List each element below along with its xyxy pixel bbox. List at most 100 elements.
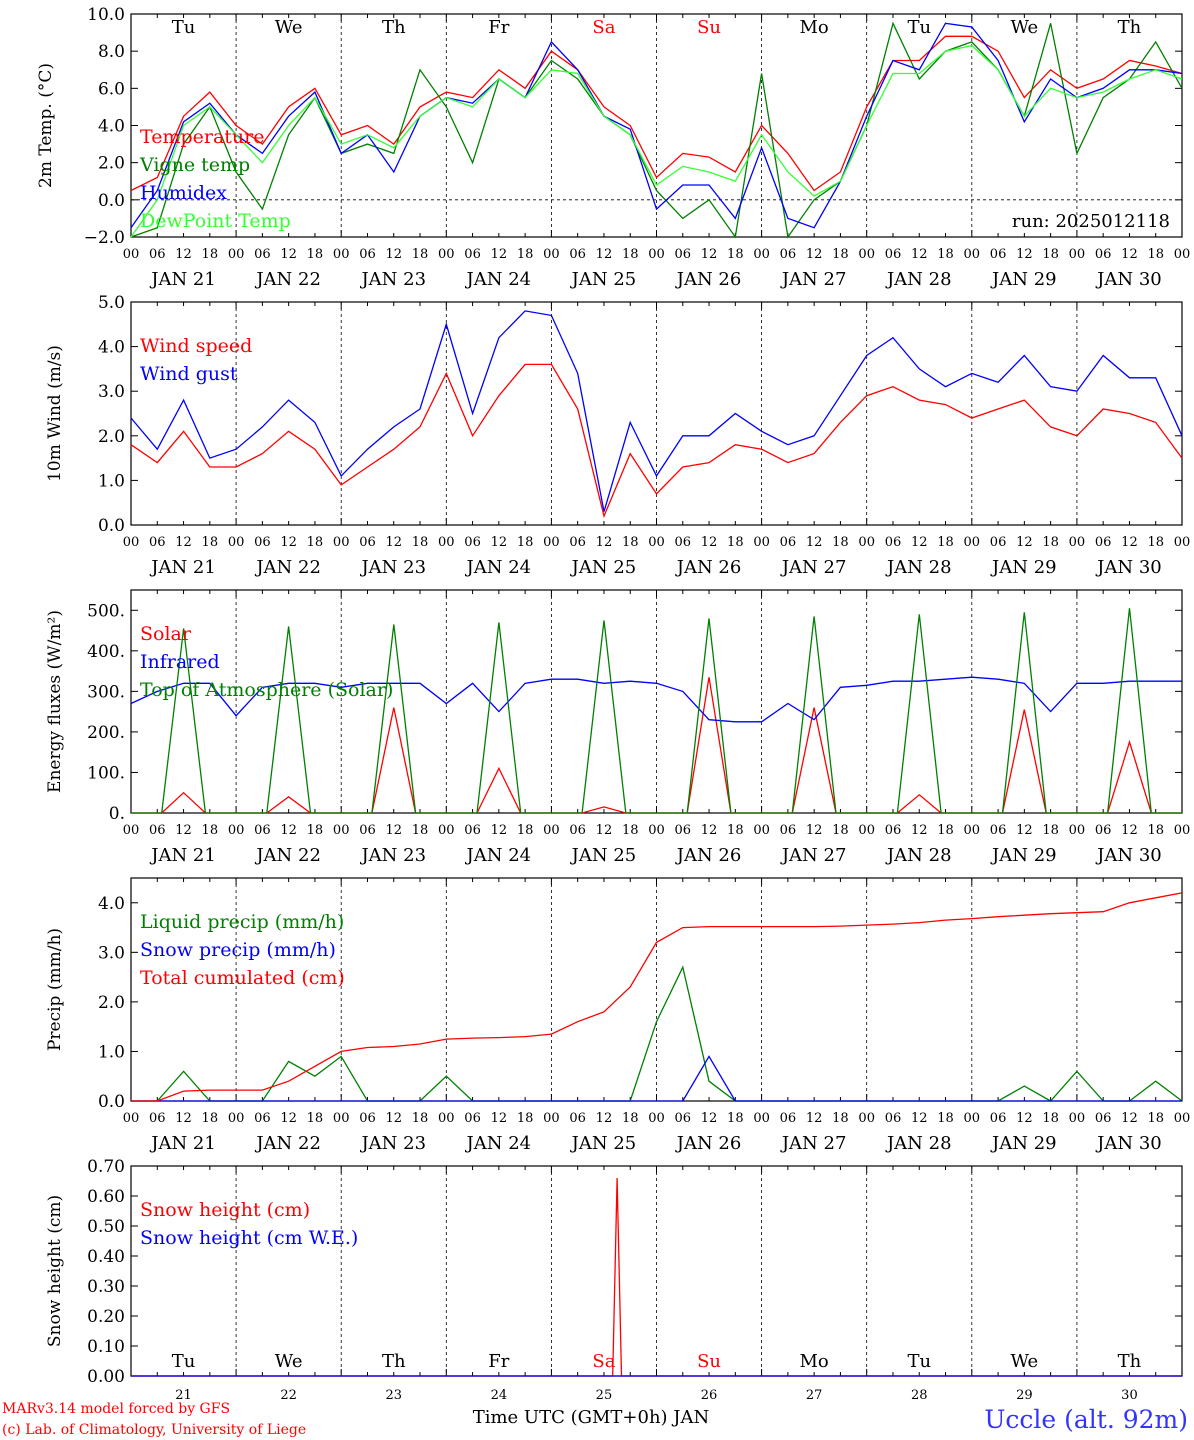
y-tick-label: 2.0 [98,427,125,447]
hour-tick-label: 12 [385,1111,402,1126]
hour-tick-label: 18 [727,247,744,262]
hour-tick-label: 12 [1121,823,1138,838]
day-name: We [1011,1351,1039,1372]
hour-tick-label: 06 [1095,247,1112,262]
day-name: Tu [907,17,931,38]
hour-tick-label: 12 [385,535,402,550]
date-label: JAN 23 [359,845,426,866]
hour-tick-label: 12 [596,247,613,262]
hour-tick-label: 12 [596,1111,613,1126]
hour-tick-label: 12 [911,247,928,262]
hour-tick-label: 18 [517,823,534,838]
hour-tick-label: 18 [202,823,219,838]
hour-tick-label: 06 [675,1111,692,1126]
hour-tick-label: 12 [280,535,297,550]
legend-entry: Wind gust [140,363,238,385]
series-line-top-of-atmosphere-solar- [131,608,1182,814]
hour-tick-label: 00 [648,535,665,550]
hour-tick-label: 06 [1095,1111,1112,1126]
hour-tick-label: 00 [1174,823,1191,838]
date-label: JAN 21 [149,269,216,290]
date-label: JAN 25 [570,845,637,866]
y-tick-label: 0.30 [87,1277,125,1297]
hour-tick-label: 00 [964,247,981,262]
series-line-infrared [130,676,1182,723]
legend-entry: Solar [140,623,192,645]
hour-tick-label: 06 [254,247,271,262]
hour-tick-label: 00 [123,823,140,838]
hour-tick-label: 12 [280,1111,297,1126]
y-tick-label: 3.0 [98,382,125,402]
date-label: JAN 22 [254,269,321,290]
hour-tick-label: 18 [832,1111,849,1126]
hour-tick-label: 12 [175,247,192,262]
day-name: Su [697,1351,721,1372]
hour-tick-label: 12 [596,535,613,550]
run-annotation: run: 2025012118 [1012,211,1170,232]
hour-tick-label: 06 [464,823,481,838]
hour-tick-label: 00 [1174,535,1191,550]
y-axis-label: Precip (mm/h) [45,928,65,1051]
hour-tick-label: 06 [1095,535,1112,550]
hour-tick-label: 18 [412,247,429,262]
panel-energy: 500. 400. 300. 200. 100. 0. Energy fluxes (W/m… [45,589,1191,866]
hour-tick-label: 00 [1069,535,1086,550]
y-tick-label: 2.0 [98,154,125,174]
series-line-snow-precip-mm-h- [131,1055,1182,1102]
hour-tick-label: 12 [491,823,508,838]
date-label: JAN 21 [149,557,216,578]
hour-tick-label: 00 [858,1111,875,1126]
hour-tick-label: 00 [858,535,875,550]
day-name: Sa [592,17,615,38]
hour-tick-label: 18 [727,1111,744,1126]
hour-tick-label: 18 [727,823,744,838]
date-label: 29 [1016,1388,1033,1403]
hour-tick-label: 12 [280,247,297,262]
hour-tick-label: 06 [464,1111,481,1126]
date-label: JAN 23 [359,1133,426,1154]
hour-tick-label: 00 [1069,823,1086,838]
hour-tick-label: 06 [780,535,797,550]
y-tick-label: 3.0 [98,943,125,963]
panel-snow: 0.70 0.60 0.50 0.40 0.30 0.20 0.10 0.00 Snow hei… [45,1157,1183,1403]
hour-tick-label: 00 [964,823,981,838]
hour-tick-label: 12 [701,247,718,262]
date-label: JAN 23 [359,269,426,290]
hour-tick-label: 18 [937,1111,954,1126]
hour-tick-label: 00 [228,247,245,262]
hour-tick-label: 06 [359,535,376,550]
date-label: JAN 27 [780,845,847,866]
hour-tick-label: 06 [885,247,902,262]
y-tick-label: 8.0 [98,42,125,62]
date-label: JAN 30 [1095,557,1162,578]
hour-tick-label: 00 [964,1111,981,1126]
hour-tick-label: 12 [806,1111,823,1126]
hour-tick-label: 12 [596,823,613,838]
legend-entry: Total cumulated (cm) [140,967,345,989]
hour-tick-label: 12 [806,535,823,550]
date-label: JAN 22 [254,1133,321,1154]
hour-tick-label: 18 [1042,535,1059,550]
hour-tick-label: 00 [753,823,770,838]
hour-tick-label: 18 [307,535,324,550]
legend-entry: Temperature [140,126,264,148]
panel-frame [130,589,1183,814]
hour-tick-label: 00 [648,1111,665,1126]
hour-tick-label: 12 [911,535,928,550]
hour-tick-label: 18 [937,535,954,550]
hour-tick-label: 00 [858,823,875,838]
y-tick-label: 0.0 [98,516,125,536]
y-tick-label: 200. [87,723,125,743]
date-label: JAN 24 [465,845,532,866]
hour-tick-label: 06 [990,247,1007,262]
hour-tick-label: 18 [412,535,429,550]
date-label: JAN 24 [465,557,532,578]
y-axis-label: Energy fluxes (W/m²) [45,610,65,793]
panel-precip: 4.0 3.0 2.0 1.0 0.0 Precip (mm/h) Liquid preci… [45,877,1190,1154]
hour-tick-label: 18 [622,247,639,262]
day-name: Fr [488,17,509,38]
y-tick-label: 1.0 [98,471,125,491]
date-label: JAN 26 [675,1133,742,1154]
date-label: JAN 25 [570,269,637,290]
